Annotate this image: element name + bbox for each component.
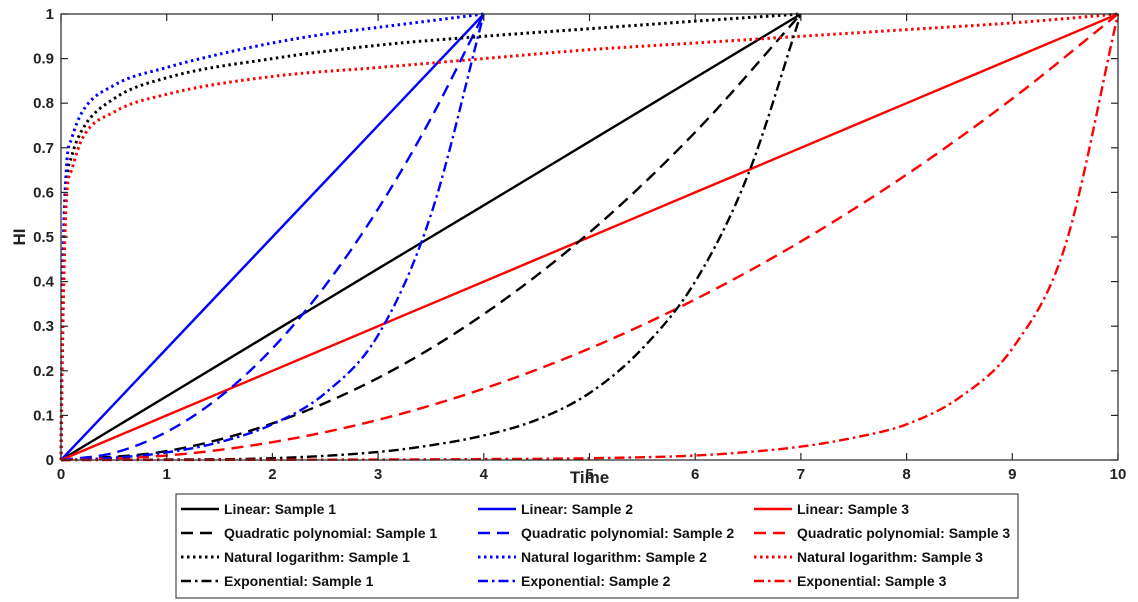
y-tick-label: 0.9 [33, 51, 54, 68]
legend-label: Linear: Sample 2 [521, 501, 633, 517]
legend-label: Natural logarithm: Sample 1 [224, 549, 410, 565]
x-tick-label: 6 [691, 466, 699, 483]
legend-label: Natural logarithm: Sample 2 [521, 549, 707, 565]
y-tick-label: 0.8 [33, 95, 54, 112]
series-line-8 [59, 12, 484, 461]
plot-area [59, 12, 1120, 462]
x-tick-label: 5 [585, 466, 593, 483]
series-line-4 [60, 13, 802, 462]
y-tick-label: 0.5 [33, 229, 54, 246]
y-tick-label: 0.4 [33, 274, 55, 291]
y-tick-label: 0.1 [33, 407, 54, 424]
y-tick-label: 0.2 [33, 363, 54, 380]
x-tick-label: 7 [797, 466, 805, 483]
series-line-5 [60, 13, 485, 462]
y-tick-label: 0.7 [33, 140, 54, 157]
series-line-11 [60, 13, 485, 462]
legend-label: Linear: Sample 3 [797, 501, 909, 517]
axes: 0 1 2 3 4 5 6 7 8 9 10 0 0.1 0.2 0.3 0.4 0.5 0.6 0.7 0.8 0.9… [33, 6, 1126, 483]
legend-label: Quadratic polynomial: Sample 1 [224, 525, 437, 541]
legend-label: Exponential: Sample 2 [521, 573, 671, 589]
x-tick-label: 9 [1008, 466, 1016, 483]
x-tick-label: 10 [1110, 466, 1127, 483]
x-axis-title: Time [570, 468, 609, 487]
series-line-3 [60, 12, 1119, 462]
legend-label: Exponential: Sample 3 [797, 573, 947, 589]
x-tick-label: 0 [57, 466, 65, 483]
x-tick-label: 2 [268, 466, 276, 483]
legend-label: Quadratic polynomial: Sample 3 [797, 525, 1010, 541]
legend-label: Quadratic polynomial: Sample 2 [521, 525, 734, 541]
legend-label: Linear: Sample 1 [224, 501, 336, 517]
y-tick-label: 0.3 [33, 318, 54, 335]
y-tick-label: 1 [46, 6, 54, 23]
x-tick-label: 3 [374, 466, 382, 483]
legend-box [175, 493, 1019, 599]
y-tick-label: 0.6 [33, 184, 54, 201]
series-line-6 [60, 13, 1119, 462]
legend-label: Exponential: Sample 1 [224, 573, 374, 589]
legend-label: Natural logarithm: Sample 3 [797, 549, 983, 565]
series-line-2 [60, 13, 485, 461]
x-tick-label: 8 [902, 466, 910, 483]
x-tick-label: 4 [480, 466, 489, 483]
series-line-1 [60, 12, 802, 462]
legend: Linear: Sample 1 Linear: Sample 2 Linear: … [175, 493, 1019, 599]
y-axis-title: HI [10, 229, 29, 246]
x-tick-label: 1 [163, 466, 171, 483]
y-tick-label: 0 [46, 452, 54, 469]
series-line-9 [59, 12, 1119, 461]
